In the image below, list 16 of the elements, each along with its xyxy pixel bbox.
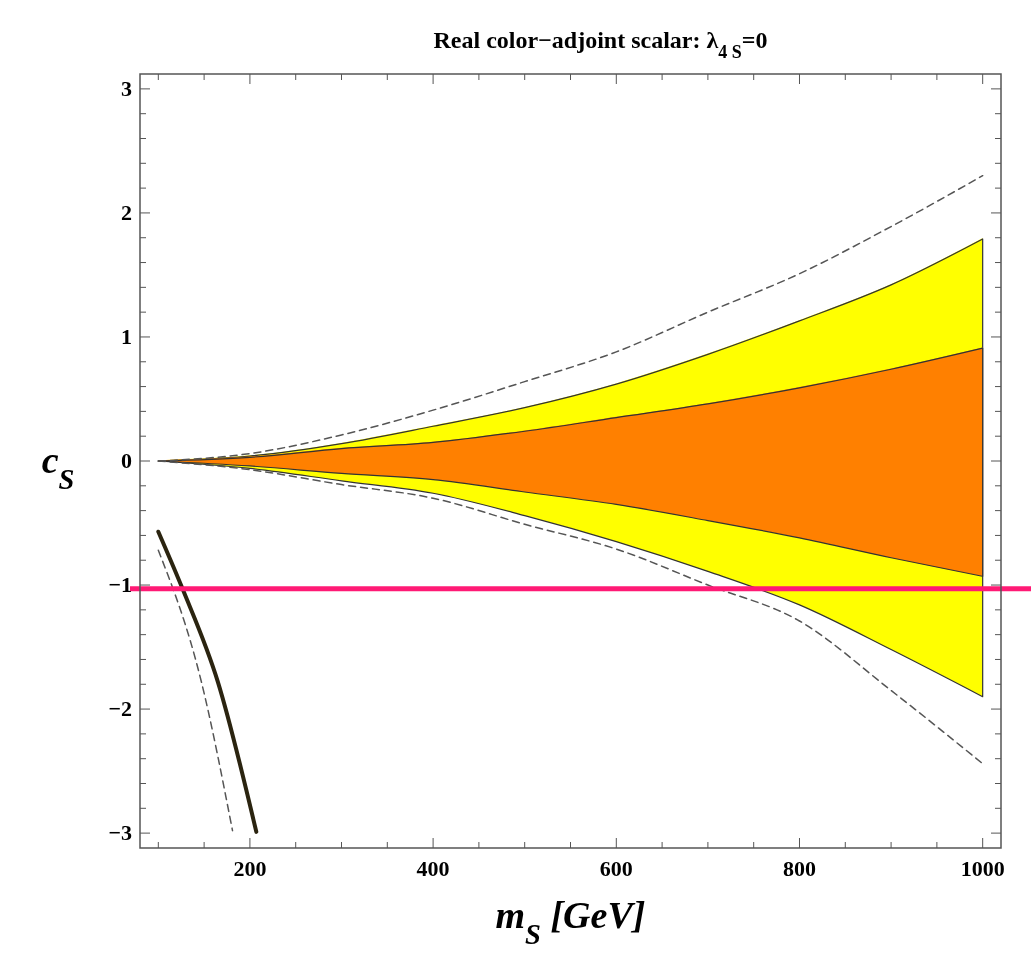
line-series [156, 529, 259, 834]
y-tick-label: 0 [121, 448, 132, 473]
x-tick-label: 600 [599, 856, 633, 881]
y-tick-label: −3 [108, 820, 132, 846]
x-tick-label: 200 [233, 856, 267, 881]
y-axis-title: c$_{S}$ [41, 439, 75, 495]
y-tick-label: 2 [121, 199, 132, 225]
x-tick-label: 800 [782, 856, 816, 881]
y-tick-label: −2 [108, 696, 132, 722]
y-tick-label: 3 [121, 75, 132, 101]
x-tick-label: 400 [416, 856, 450, 881]
y-tick-label: 1 [121, 323, 132, 349]
x-tick-label: 1000 [960, 856, 1005, 881]
x-axis-title: m$_{S}$ [GeV] [495, 894, 646, 950]
y-tick-label: −1 [108, 572, 132, 598]
chart-title: Real color−adjoint scalar: λ$_{4 S}$=0 [433, 27, 768, 62]
